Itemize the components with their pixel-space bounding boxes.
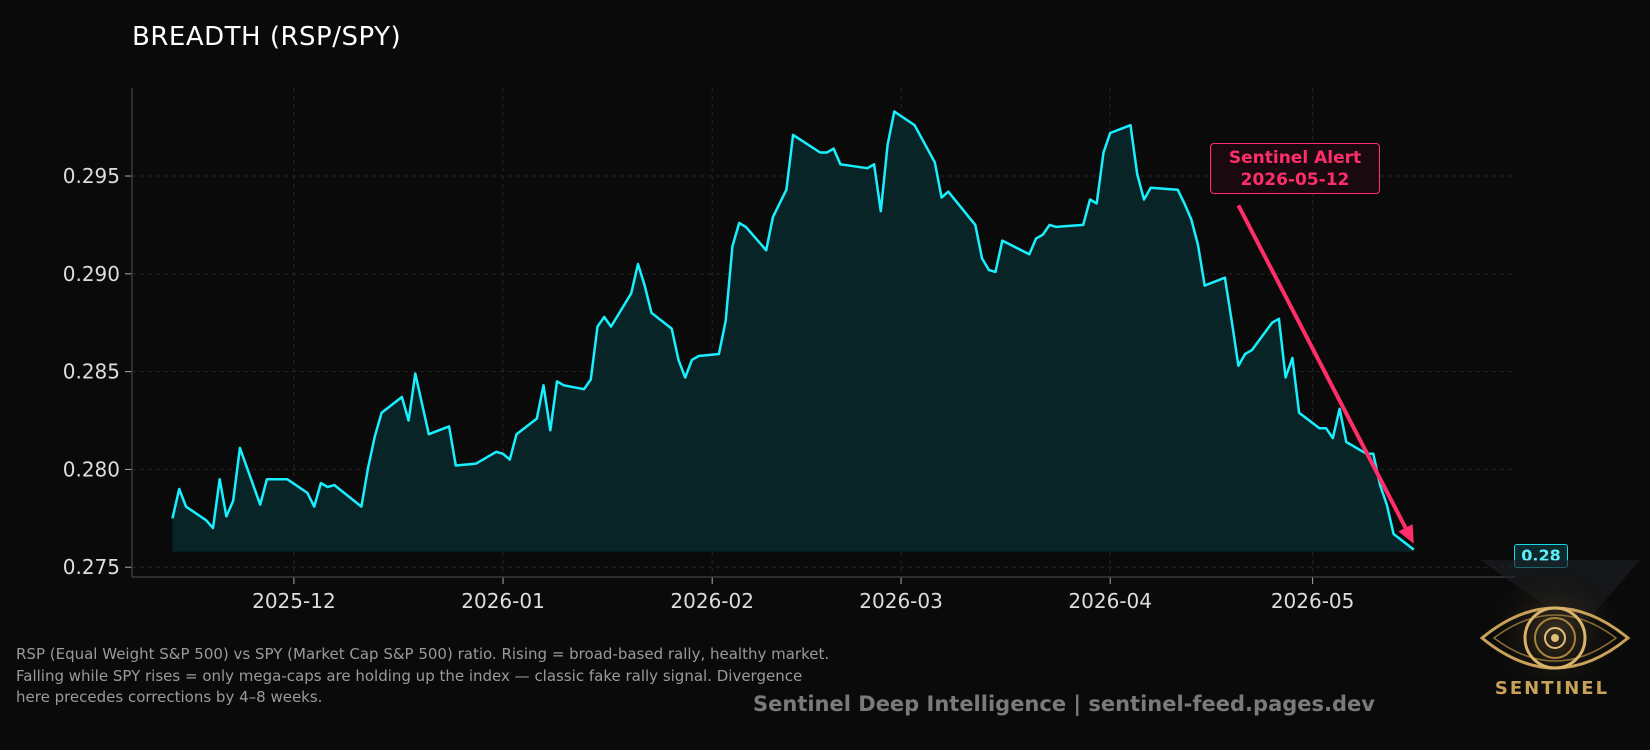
caption-line: here precedes corrections by 4–8 weeks.	[16, 688, 323, 706]
y-tick-label: 0.290	[63, 262, 120, 286]
caption-line: RSP (Equal Weight S&P 500) vs SPY (Marke…	[16, 645, 830, 663]
alert-date: 2026-05-12	[1240, 170, 1350, 190]
y-tick-label: 0.285	[63, 360, 120, 384]
y-tick-label: 0.295	[63, 164, 120, 188]
series-line	[171, 110, 1415, 551]
axes	[125, 88, 1515, 584]
area-fill	[172, 111, 1414, 552]
eye-icon	[1479, 560, 1640, 710]
tick-labels: 0.275 0.280 0.285 0.290 0.295 2025-12 2026-01 2…	[63, 164, 1355, 613]
alert-arrow	[1236, 204, 1414, 544]
y-tick-label: 0.275	[63, 555, 120, 579]
x-tick-label: 2026-05	[1271, 589, 1355, 613]
logo-wordmark: SENTINEL	[1494, 678, 1610, 699]
chart-title: BREADTH (RSP/SPY)	[132, 22, 402, 52]
caption-line: Falling while SPY rises = only mega-caps…	[16, 666, 803, 685]
x-tick-label: 2025-12	[252, 589, 336, 613]
arrow-head	[1398, 524, 1414, 544]
x-tick-label: 2026-03	[859, 589, 943, 613]
arrow-shaft	[1236, 204, 1408, 529]
x-tick-label: 2026-02	[670, 589, 754, 613]
y-tick-label: 0.280	[63, 457, 120, 481]
footer-credit: Sentinel Deep Intelligence | sentinel-fe…	[753, 692, 1375, 716]
x-tick-label: 2026-01	[461, 589, 545, 613]
x-tick-label: 2026-04	[1068, 589, 1152, 613]
sentinel-alert-annotation: Sentinel Alert 2026-05-12	[1210, 143, 1380, 194]
chart-caption: RSP (Equal Weight S&P 500) vs SPY (Marke…	[16, 644, 916, 709]
alert-label: Sentinel Alert	[1228, 148, 1362, 168]
